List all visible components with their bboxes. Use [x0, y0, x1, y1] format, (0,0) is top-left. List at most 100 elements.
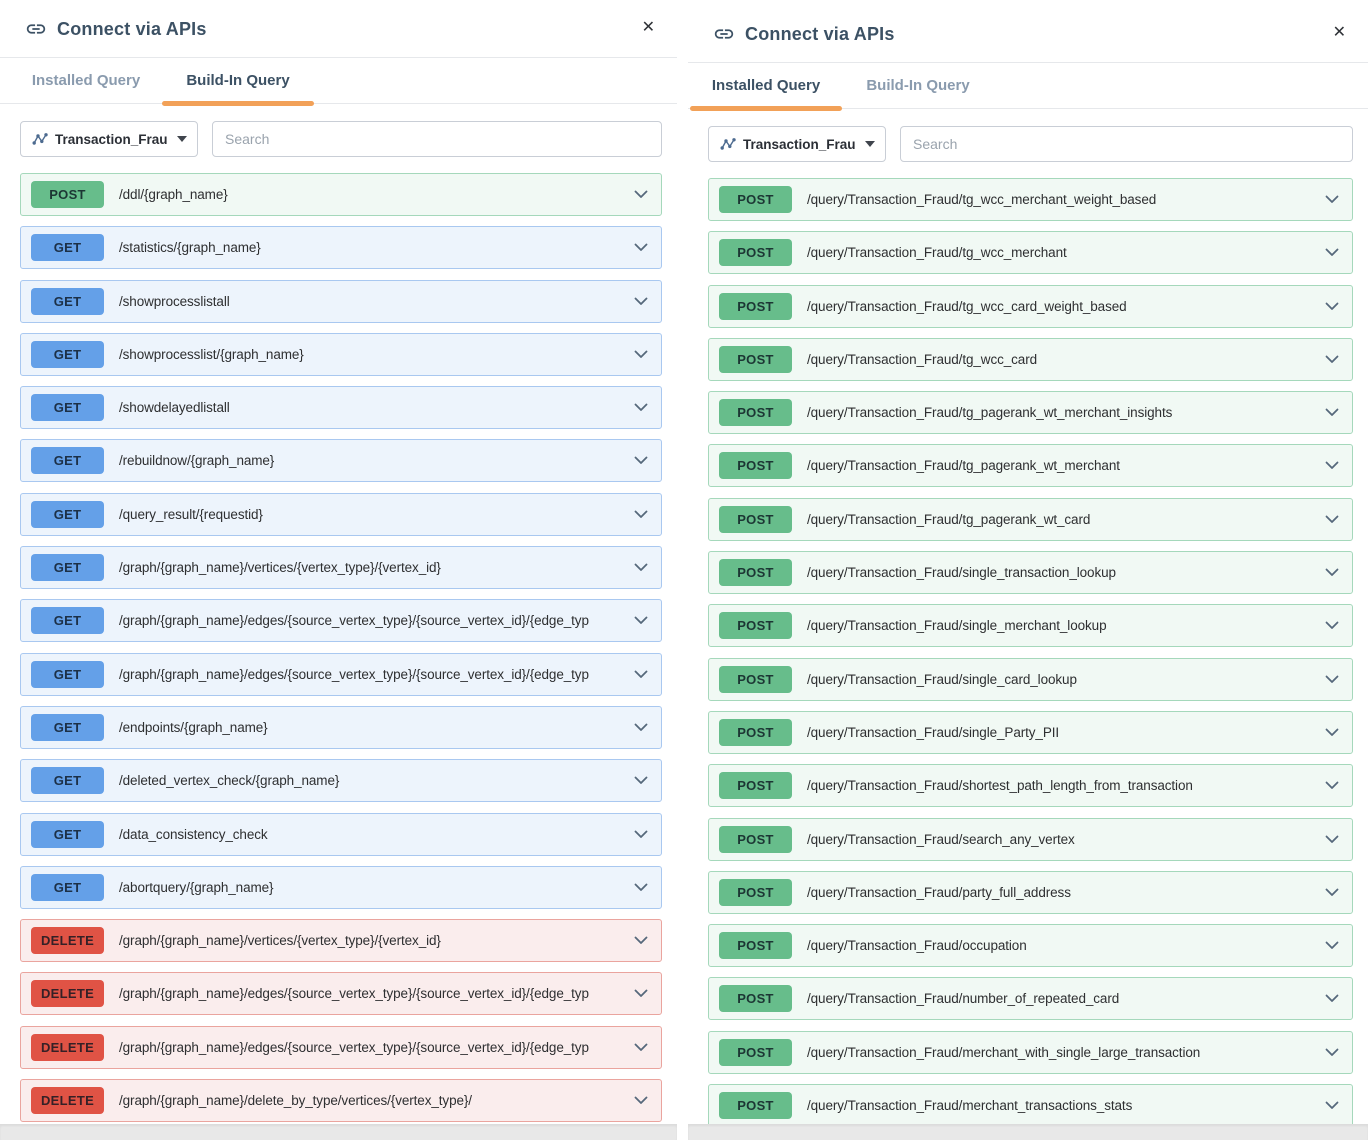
api-endpoint-row[interactable]: POST /query/Transaction_Fraud/tg_wcc_car… [708, 337, 1353, 381]
api-endpoint-row[interactable]: POST /query/Transaction_Fraud/tg_pageran… [708, 391, 1353, 435]
api-endpoint-row[interactable]: GET /graph/{graph_name}/edges/{source_ve… [20, 652, 662, 696]
api-endpoint-row[interactable]: GET /query_result/{requestid} [20, 492, 662, 536]
method-badge: GET [31, 660, 104, 688]
chevron-down-icon[interactable] [1325, 408, 1339, 417]
chevron-down-icon[interactable] [634, 350, 648, 359]
search-input[interactable] [212, 121, 662, 157]
graph-select-dropdown[interactable]: Transaction_Frau [708, 126, 886, 162]
tab-build-in-query[interactable]: Build-In Query [866, 77, 970, 94]
api-endpoint-row[interactable]: POST /query/Transaction_Fraud/single_mer… [708, 604, 1353, 648]
chevron-down-icon[interactable] [1325, 781, 1339, 790]
api-endpoint-row[interactable]: POST /query/Transaction_Fraud/search_any… [708, 817, 1353, 861]
chevron-down-icon[interactable] [1325, 675, 1339, 684]
method-badge: DELETE [31, 1033, 104, 1061]
api-path: /showdelayedlistall [119, 400, 230, 416]
api-endpoint-row[interactable]: POST /query/Transaction_Fraud/single_car… [708, 657, 1353, 701]
chevron-down-icon[interactable] [1325, 195, 1339, 204]
api-endpoint-row[interactable]: GET /statistics/{graph_name} [20, 226, 662, 270]
chevron-down-icon[interactable] [1325, 515, 1339, 524]
api-endpoint-row[interactable]: GET /deleted_vertex_check/{graph_name} [20, 759, 662, 803]
chevron-down-icon[interactable] [1325, 994, 1339, 1003]
api-endpoint-row[interactable]: POST /query/Transaction_Fraud/tg_wcc_mer… [708, 178, 1353, 221]
tab-installed-query[interactable]: Installed Query [31, 72, 141, 89]
api-endpoint-row[interactable]: POST /query/Transaction_Fraud/merchant_t… [708, 1084, 1353, 1128]
close-icon[interactable]: ✕ [641, 19, 655, 36]
api-endpoint-row[interactable]: POST /query/Transaction_Fraud/occupation [708, 924, 1353, 968]
chevron-down-icon[interactable] [634, 883, 648, 892]
chevron-down-icon[interactable] [634, 1096, 648, 1105]
chevron-down-icon[interactable] [634, 510, 648, 519]
chevron-down-icon[interactable] [634, 723, 648, 732]
api-endpoint-row[interactable]: POST /query/Transaction_Fraud/single_tra… [708, 551, 1353, 595]
api-endpoint-row[interactable]: GET /showprocesslistall [20, 279, 662, 323]
chevron-down-icon[interactable] [634, 190, 648, 199]
api-endpoint-row[interactable]: GET /abortquery/{graph_name} [20, 865, 662, 909]
chevron-down-icon[interactable] [634, 830, 648, 839]
chevron-down-icon[interactable] [634, 563, 648, 572]
api-endpoint-row[interactable]: GET /endpoints/{graph_name} [20, 705, 662, 749]
method-badge: DELETE [31, 1087, 104, 1115]
chevron-down-icon[interactable] [1325, 302, 1339, 311]
chevron-down-icon[interactable] [1325, 248, 1339, 257]
chevron-down-icon[interactable] [634, 243, 648, 252]
api-endpoint-row[interactable]: GET /rebuildnow/{graph_name} [20, 439, 662, 483]
chevron-down-icon[interactable] [634, 936, 648, 945]
chevron-down-icon[interactable] [634, 616, 648, 625]
dialog-header: Connect via APIs ✕ [688, 5, 1368, 63]
api-path: /graph/{graph_name}/edges/{source_vertex… [119, 666, 589, 682]
api-endpoint-row[interactable]: POST /query/Transaction_Fraud/tg_pageran… [708, 497, 1353, 541]
api-endpoint-row[interactable]: GET /data_consistency_check [20, 812, 662, 856]
chevron-down-icon[interactable] [1325, 1048, 1339, 1057]
api-endpoint-row[interactable]: GET /graph/{graph_name}/vertices/{vertex… [20, 546, 662, 590]
connect-via-apis-dialog-right: Connect via APIs ✕ Installed Query Build… [688, 0, 1368, 1140]
method-badge: POST [719, 345, 792, 373]
selected-graph-name: Transaction_Frau [55, 131, 168, 147]
search-input[interactable] [900, 126, 1353, 162]
method-badge: GET [31, 554, 104, 582]
chevron-down-icon[interactable] [634, 297, 648, 306]
chevron-down-icon[interactable] [634, 670, 648, 679]
api-endpoint-row[interactable]: DELETE /graph/{graph_name}/delete_by_typ… [20, 1079, 662, 1123]
method-badge: POST [719, 239, 792, 267]
api-endpoint-row[interactable]: POST /query/Transaction_Fraud/shortest_p… [708, 764, 1353, 808]
api-endpoint-row[interactable]: POST /query/Transaction_Fraud/party_full… [708, 870, 1353, 914]
api-endpoint-row[interactable]: GET /showprocesslist/{graph_name} [20, 332, 662, 376]
api-endpoint-row[interactable]: POST /query/Transaction_Fraud/single_Par… [708, 710, 1353, 754]
chevron-down-icon[interactable] [634, 1043, 648, 1052]
chevron-down-icon[interactable] [634, 456, 648, 465]
method-badge: GET [31, 500, 104, 528]
tab-installed-query[interactable]: Installed Query [690, 63, 842, 111]
chevron-down-icon[interactable] [1325, 621, 1339, 630]
api-endpoint-row[interactable]: POST /ddl/{graph_name} [20, 173, 662, 216]
api-endpoint-row[interactable]: DELETE /graph/{graph_name}/edges/{source… [20, 1025, 662, 1069]
api-endpoint-list: POST /query/Transaction_Fraud/tg_wcc_mer… [708, 178, 1353, 1128]
api-endpoint-row[interactable]: POST /query/Transaction_Fraud/tg_wcc_car… [708, 284, 1353, 328]
chevron-down-icon[interactable] [1325, 461, 1339, 470]
graph-icon [32, 132, 48, 146]
api-endpoint-row[interactable]: DELETE /graph/{graph_name}/edges/{source… [20, 972, 662, 1016]
chevron-down-icon[interactable] [1325, 1101, 1339, 1110]
chevron-down-icon[interactable] [1325, 835, 1339, 844]
api-endpoint-row[interactable]: DELETE /graph/{graph_name}/vertices/{ver… [20, 919, 662, 963]
tab-build-in-query[interactable]: Build-In Query [162, 58, 314, 106]
tab-bar: Installed Query Build-In Query [688, 63, 1368, 111]
chevron-down-icon[interactable] [634, 403, 648, 412]
chevron-down-icon[interactable] [634, 989, 648, 998]
close-icon[interactable]: ✕ [1332, 24, 1346, 41]
graph-select-dropdown[interactable]: Transaction_Frau [20, 121, 198, 157]
api-endpoint-row[interactable]: GET /showdelayedlistall [20, 386, 662, 430]
api-endpoint-list: POST /ddl/{graph_name} GET /statistics/{… [20, 173, 662, 1123]
api-endpoint-row[interactable]: POST /query/Transaction_Fraud/tg_wcc_mer… [708, 231, 1353, 275]
chevron-down-icon[interactable] [634, 776, 648, 785]
chevron-down-icon[interactable] [1325, 941, 1339, 950]
chevron-down-icon[interactable] [1325, 888, 1339, 897]
selected-graph-name: Transaction_Frau [743, 136, 856, 152]
api-endpoint-row[interactable]: GET /graph/{graph_name}/edges/{source_ve… [20, 599, 662, 643]
api-endpoint-row[interactable]: POST /query/Transaction_Fraud/tg_pageran… [708, 444, 1353, 488]
chevron-down-icon[interactable] [1325, 568, 1339, 577]
chevron-down-icon[interactable] [1325, 728, 1339, 737]
method-badge: POST [719, 985, 792, 1013]
chevron-down-icon[interactable] [1325, 355, 1339, 364]
api-endpoint-row[interactable]: POST /query/Transaction_Fraud/merchant_w… [708, 1030, 1353, 1074]
api-endpoint-row[interactable]: POST /query/Transaction_Fraud/number_of_… [708, 977, 1353, 1021]
